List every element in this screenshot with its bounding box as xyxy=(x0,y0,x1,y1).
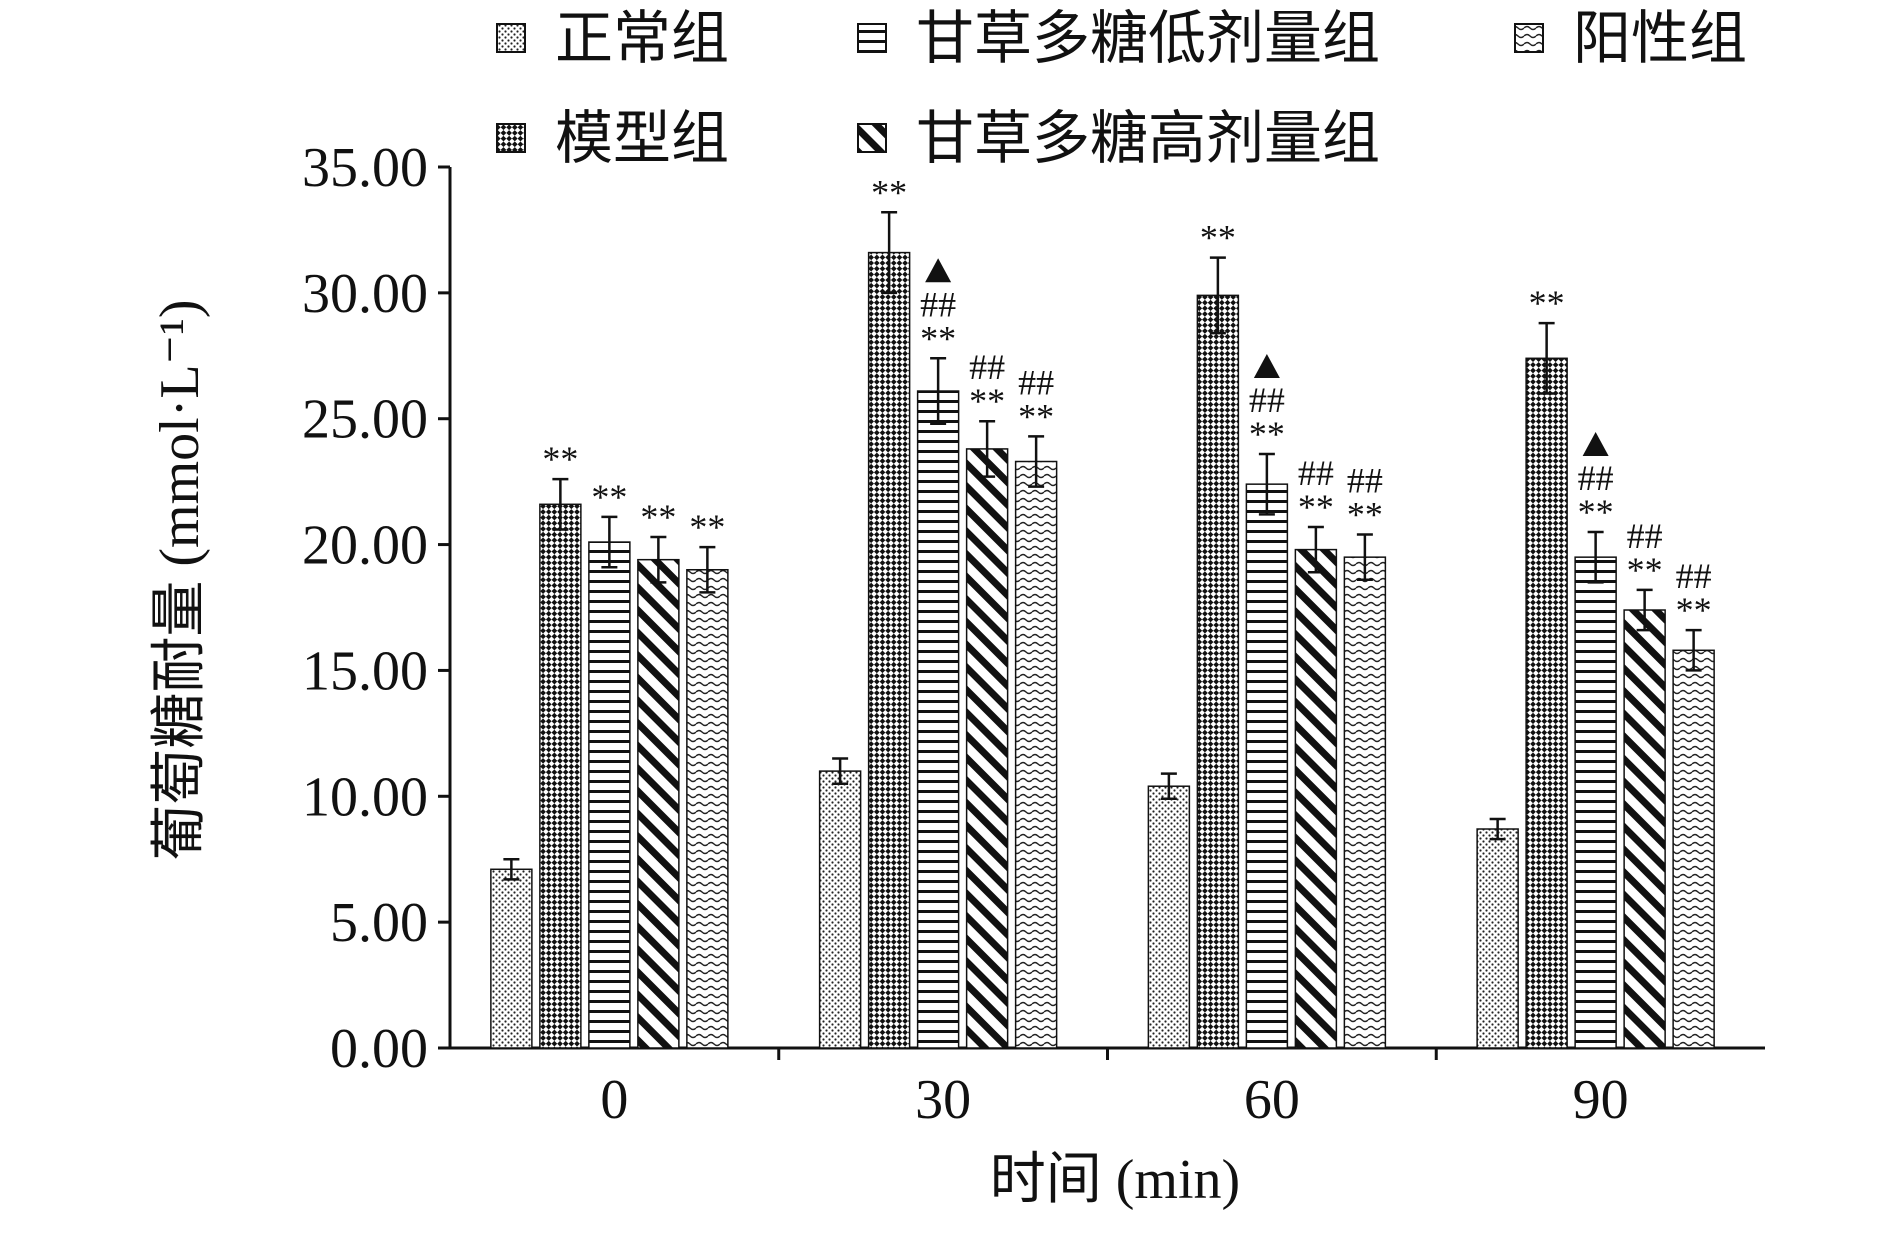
significance-mark: ## xyxy=(1298,453,1334,493)
triangle-marker xyxy=(1253,353,1280,378)
significance-mark: ** xyxy=(591,477,627,517)
legend-swatch xyxy=(1514,23,1544,53)
significance-mark: ## xyxy=(1676,556,1712,596)
bar xyxy=(916,390,960,1049)
legend-label: 甘草多糖高剂量组 xyxy=(916,106,1380,171)
bar xyxy=(588,541,631,1049)
bar xyxy=(1525,357,1568,1049)
legend-item: 甘草多糖低剂量组 xyxy=(857,6,1380,71)
bar xyxy=(965,448,1009,1049)
bar xyxy=(686,568,729,1049)
bar xyxy=(539,503,582,1049)
legend-label: 甘草多糖低剂量组 xyxy=(916,6,1380,71)
significance-mark: ## xyxy=(920,284,956,324)
y-axis-title-group: 葡萄糖耐量 (mmol·L⁻¹) xyxy=(149,299,211,860)
x-tick-labels: 0 30 60 90 xyxy=(600,1069,1628,1131)
legend-item: 正常组 xyxy=(496,6,729,71)
significance-mark: ** xyxy=(1249,414,1285,454)
legend-swatch xyxy=(857,23,887,53)
bar xyxy=(867,251,911,1049)
legend-item: 甘草多糖高剂量组 xyxy=(857,106,1380,171)
y-tick-label: 35.00 xyxy=(302,137,428,199)
bar xyxy=(1574,556,1617,1049)
significance-mark: ** xyxy=(1200,218,1236,258)
significance-mark: ## xyxy=(969,347,1005,387)
legend-item: 阳性组 xyxy=(1514,6,1747,71)
y-tick-label: 25.00 xyxy=(302,389,428,451)
x-axis-title: 时间 (min) xyxy=(990,1149,1240,1211)
significance-mark: ** xyxy=(1627,550,1663,590)
x-tick-label: 30 xyxy=(915,1069,971,1131)
significance-mark: ** xyxy=(1529,283,1565,323)
bar xyxy=(1294,548,1338,1049)
significance-mark: ** xyxy=(640,497,676,537)
triangle-marker xyxy=(925,258,952,283)
x-tick-label: 60 xyxy=(1244,1069,1300,1131)
bar xyxy=(1245,483,1289,1049)
bar xyxy=(490,868,533,1049)
axes: 0.00 5.00 10.00 15.00 20.00 25.00 30.00 35.00 xyxy=(302,137,1765,1080)
significance-mark: ** xyxy=(871,172,907,212)
significance-mark: ## xyxy=(1249,380,1285,420)
bar xyxy=(1623,609,1666,1049)
significance-mark: ** xyxy=(689,507,725,547)
legend-swatch xyxy=(496,23,526,53)
x-tick-label: 0 xyxy=(600,1069,628,1131)
y-axis-title: 葡萄糖耐量 (mmol·L⁻¹) xyxy=(149,299,211,860)
y-tick-label: 20.00 xyxy=(302,515,428,577)
y-tick-label: 10.00 xyxy=(302,766,428,828)
significance-mark: ## xyxy=(1347,461,1383,501)
bar xyxy=(818,770,862,1049)
y-tick-label: 15.00 xyxy=(302,640,428,702)
bar xyxy=(637,558,680,1049)
significance-mark: ** xyxy=(969,381,1005,421)
legend-swatch xyxy=(496,123,526,153)
bar xyxy=(1476,828,1519,1049)
x-tick-label: 90 xyxy=(1573,1069,1629,1131)
significance-mark: ** xyxy=(542,439,578,479)
legend-label: 正常组 xyxy=(555,6,729,71)
y-tick-label: 0.00 xyxy=(330,1018,428,1080)
significance-annotations: ****** ******##**##**##****##**##**##****… xyxy=(542,172,1711,630)
significance-mark: ** xyxy=(1298,487,1334,527)
y-tick-label: 5.00 xyxy=(330,892,428,954)
bar xyxy=(1672,649,1715,1049)
significance-mark: ** xyxy=(1578,492,1614,532)
significance-mark: ** xyxy=(1018,396,1054,436)
legend-label: 模型组 xyxy=(555,106,729,171)
legend-item: 模型组 xyxy=(496,106,729,171)
bar xyxy=(1147,785,1191,1049)
bar xyxy=(1343,556,1387,1049)
legend-label: 阳性组 xyxy=(1573,6,1747,71)
significance-mark: ** xyxy=(1676,590,1712,630)
bars xyxy=(490,211,1715,1049)
triangle-marker xyxy=(1582,431,1609,456)
significance-mark: ## xyxy=(1018,362,1054,402)
legend-swatch xyxy=(857,123,887,153)
significance-mark: ** xyxy=(920,318,956,358)
significance-mark: ## xyxy=(1627,516,1663,556)
significance-mark: ## xyxy=(1578,458,1614,498)
y-tick-label: 30.00 xyxy=(302,263,428,325)
bar xyxy=(1014,460,1058,1049)
significance-mark: ** xyxy=(1347,495,1383,535)
bar xyxy=(1196,294,1240,1049)
